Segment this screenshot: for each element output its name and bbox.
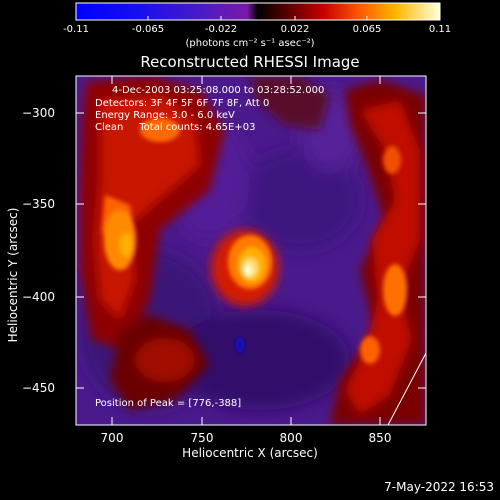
y-axis-label: Heliocentric Y (arcsec) (6, 207, 20, 343)
y-tick-label: −450 (22, 381, 55, 395)
x-tick-label: 800 (279, 431, 303, 445)
plot-title: Reconstructed RHESSI Image (140, 53, 360, 71)
plot-frame (75, 75, 427, 426)
colorbar (75, 2, 441, 21)
y-tick-label: −350 (22, 197, 55, 211)
colorbar-tick-label: 0.11 (428, 24, 452, 35)
colorbar-tick-label: 0.022 (280, 24, 310, 35)
peak-position-text: Position of Peak = [776,-388] (95, 398, 242, 409)
x-tick-label: 750 (190, 431, 214, 445)
colorbar-tick-label: -0.022 (204, 24, 238, 35)
y-tick-label: −300 (22, 106, 55, 120)
limb-line (387, 352, 427, 426)
detectors-text: Detectors: 3F 4F 5F 6F 7F 8F, Att 0 (95, 98, 270, 109)
rhessi-image (76, 76, 426, 425)
clean-counts-text: Clean Total counts: 4.65E+03 (95, 122, 256, 133)
energy-range-text: Energy Range: 3.0 - 6.0 keV (95, 110, 235, 121)
y-tick-label: −400 (22, 290, 55, 304)
time-range-text: 4-Dec-2003 03:25:08.000 to 03:28:52.000 (112, 85, 325, 96)
colorbar-tick-label: 0.065 (352, 24, 382, 35)
colorbar-tick-label: -0.11 (63, 24, 89, 35)
colorbar-units: (photons cm⁻² s⁻¹ asec⁻²) (185, 38, 315, 49)
colorbar-ticks (75, 16, 441, 20)
x-axis-label: Heliocentric X (arcsec) (182, 446, 318, 460)
x-tick-label: 850 (368, 431, 392, 445)
timestamp: 7-May-2022 16:53 (384, 480, 494, 494)
x-tick-label: 700 (100, 431, 124, 445)
axis-ticks (76, 76, 426, 425)
colorbar-tick-label: -0.065 (131, 24, 165, 35)
